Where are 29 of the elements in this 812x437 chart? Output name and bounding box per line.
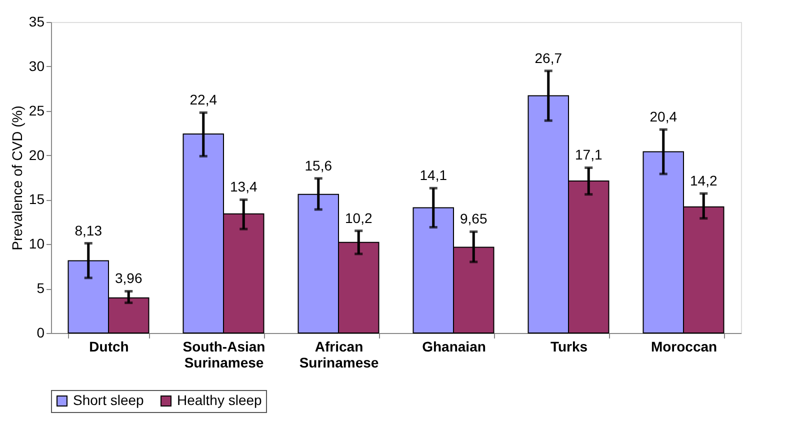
x-tick-label: Moroccan	[650, 338, 718, 354]
data-label: 26,7	[534, 50, 562, 66]
y-tick-label: 35	[28, 14, 45, 30]
data-label: 15,6	[304, 157, 332, 174]
legend-label: Short sleep	[73, 392, 144, 408]
y-tick-label: 30	[28, 58, 45, 74]
data-label: 3,96	[115, 270, 142, 286]
data-label: 10,2	[345, 210, 372, 226]
x-tick-label: Dutch	[89, 338, 129, 354]
y-axis-title: Prevalence of CVD (%)	[8, 106, 25, 250]
y-tick-label: 5	[36, 280, 45, 296]
data-label: 13,4	[230, 178, 258, 195]
legend-label: Healthy sleep	[177, 392, 262, 408]
data-label: 14,1	[420, 167, 448, 184]
x-tick-label: Turks	[550, 338, 588, 354]
data-label: 20,4	[650, 108, 678, 125]
data-label: 22,4	[190, 92, 218, 108]
y-tick-label: 15	[28, 191, 45, 208]
data-label: 9,65	[460, 210, 488, 227]
x-tick-label: Ghanaian	[422, 338, 486, 354]
y-tick-label: 10	[28, 236, 45, 252]
data-label: 17,1	[575, 146, 602, 163]
y-tick-label: 0	[36, 324, 45, 340]
y-tick-label: 25	[28, 102, 45, 118]
y-tick-label: 20	[28, 146, 45, 163]
x-tick-label: African Surinamese	[299, 338, 379, 370]
x-tick-label: South-Asian Surinamese	[182, 338, 266, 370]
data-label: 14,2	[690, 172, 718, 188]
data-label: 8,13	[74, 222, 102, 238]
